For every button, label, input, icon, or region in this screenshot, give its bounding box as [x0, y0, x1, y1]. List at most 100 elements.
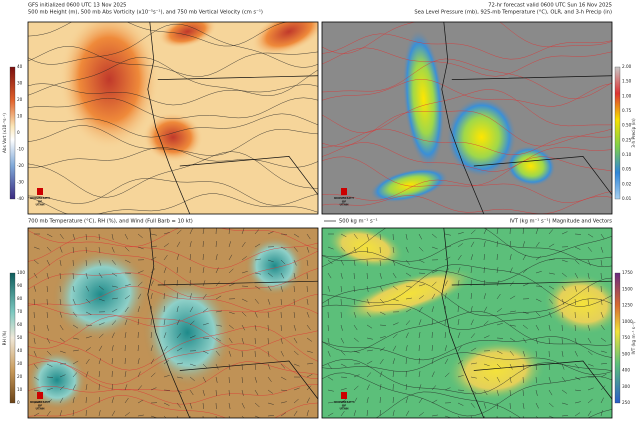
- wind-barb: [163, 360, 169, 365]
- ivt-vector: [600, 324, 605, 330]
- ivt-vector: [379, 358, 384, 365]
- ivt-vector: [509, 363, 513, 370]
- wind-barb: [98, 298, 105, 302]
- wind-barb: [46, 399, 52, 404]
- ivt-vector: [535, 415, 539, 418]
- ivt-vector: [496, 363, 502, 369]
- wind-barb: [59, 337, 65, 342]
- ivt-vector: [431, 385, 437, 391]
- ivt-vector: [340, 285, 342, 292]
- ivt-vector: [444, 268, 450, 274]
- wind-barb: [72, 397, 75, 404]
- ivt-vector: [366, 410, 368, 417]
- wind-barb: [72, 349, 79, 352]
- wind-barb: [33, 363, 38, 369]
- coastline: [147, 22, 318, 214]
- ivt-vector: [535, 402, 539, 409]
- colorbar-tick-label: 30: [17, 81, 23, 86]
- ivt-vector: [548, 229, 554, 235]
- wind-barb: [150, 233, 157, 236]
- wind-barb: [267, 231, 274, 235]
- wind-barb: [33, 350, 37, 357]
- contour: [375, 391, 612, 418]
- ivt-vector: [509, 415, 511, 418]
- ivt-vector: [574, 246, 581, 250]
- wind-barb: [215, 415, 217, 418]
- ivt-vector: [470, 402, 475, 408]
- wind-barb: [111, 358, 113, 365]
- ivt-vector: [587, 337, 592, 344]
- ivt-vector: [470, 415, 473, 418]
- ivt-vector: [574, 298, 576, 305]
- logo-text: OF: [38, 199, 43, 203]
- ivt-vector: [392, 259, 396, 266]
- ivt-vector: [366, 372, 372, 378]
- ivt-vector: [418, 319, 422, 326]
- wind-barb: [241, 324, 246, 331]
- contour: [322, 142, 612, 172]
- panel-title: 700 mb Temperature (°C), RH (%), and Win…: [28, 219, 193, 225]
- ivt-vector: [587, 311, 590, 318]
- ivt-vector: [587, 324, 590, 331]
- colorbar-tick-label: 80: [17, 296, 23, 301]
- wind-barb: [33, 376, 40, 381]
- wind-barb: [267, 376, 272, 382]
- ivt-vector: [353, 311, 357, 318]
- colorbar-tick-label: 1000: [622, 319, 633, 324]
- wind-barb: [306, 337, 313, 342]
- field-shading: [505, 145, 556, 187]
- ivt-vector: [379, 347, 385, 352]
- contour: [322, 33, 612, 60]
- colorbar-tick-label: 750: [622, 335, 630, 340]
- ivt-vector: [379, 336, 386, 339]
- ivt-vector: [392, 285, 398, 290]
- wind-barb: [150, 387, 157, 391]
- ivt-vector: [535, 376, 537, 383]
- ivt-vector: [496, 267, 499, 274]
- wind-barb: [267, 389, 274, 394]
- wind-barb: [293, 259, 297, 266]
- wind-barb: [137, 414, 144, 417]
- contour: [28, 193, 318, 214]
- wind-barb: [254, 311, 258, 318]
- wind-barb: [306, 233, 311, 240]
- wind-barb: [241, 376, 243, 383]
- colorbar-tick-label: 250: [622, 400, 630, 405]
- ivt-vector: [353, 350, 360, 354]
- contour: [28, 326, 318, 371]
- ivt-vector: [574, 401, 581, 404]
- ivt-vector: [574, 324, 576, 331]
- wind-barb: [254, 389, 259, 396]
- colorbar-label: Abs Vort (x10⁻⁵s⁻¹): [2, 113, 7, 153]
- field-shading: [143, 112, 203, 163]
- contour: [28, 22, 288, 47]
- wind-barb: [215, 281, 221, 287]
- ivt-vector: [561, 363, 565, 370]
- ivt-vector: [561, 402, 568, 405]
- wind-barb: [124, 397, 129, 404]
- colorbar-tick-label: 1.00: [622, 93, 632, 98]
- wind-barb: [293, 285, 295, 292]
- wind-barb: [228, 389, 230, 396]
- ivt-vector: [392, 333, 398, 339]
- ivt-vector: [327, 376, 334, 381]
- wind-barb: [72, 246, 75, 253]
- ivt-vector: [600, 385, 606, 391]
- ivt-vector: [431, 293, 436, 300]
- wind-barb: [98, 371, 101, 378]
- ivt-vector: [509, 376, 512, 383]
- field-shading: [251, 22, 318, 56]
- wind-barb: [215, 267, 219, 274]
- wind-barb: [280, 401, 287, 404]
- ivt-vector: [327, 272, 332, 279]
- ivt-vector: [587, 387, 594, 391]
- ivt-vector: [392, 272, 397, 279]
- wind-barb: [241, 389, 244, 396]
- ivt-vector: [470, 333, 476, 339]
- ivt-vector: [600, 233, 605, 240]
- ivt-vector: [600, 410, 603, 417]
- wind-barb: [293, 350, 299, 356]
- contour: [28, 395, 318, 418]
- wind-barb: [150, 415, 157, 418]
- wind-barb: [306, 246, 310, 253]
